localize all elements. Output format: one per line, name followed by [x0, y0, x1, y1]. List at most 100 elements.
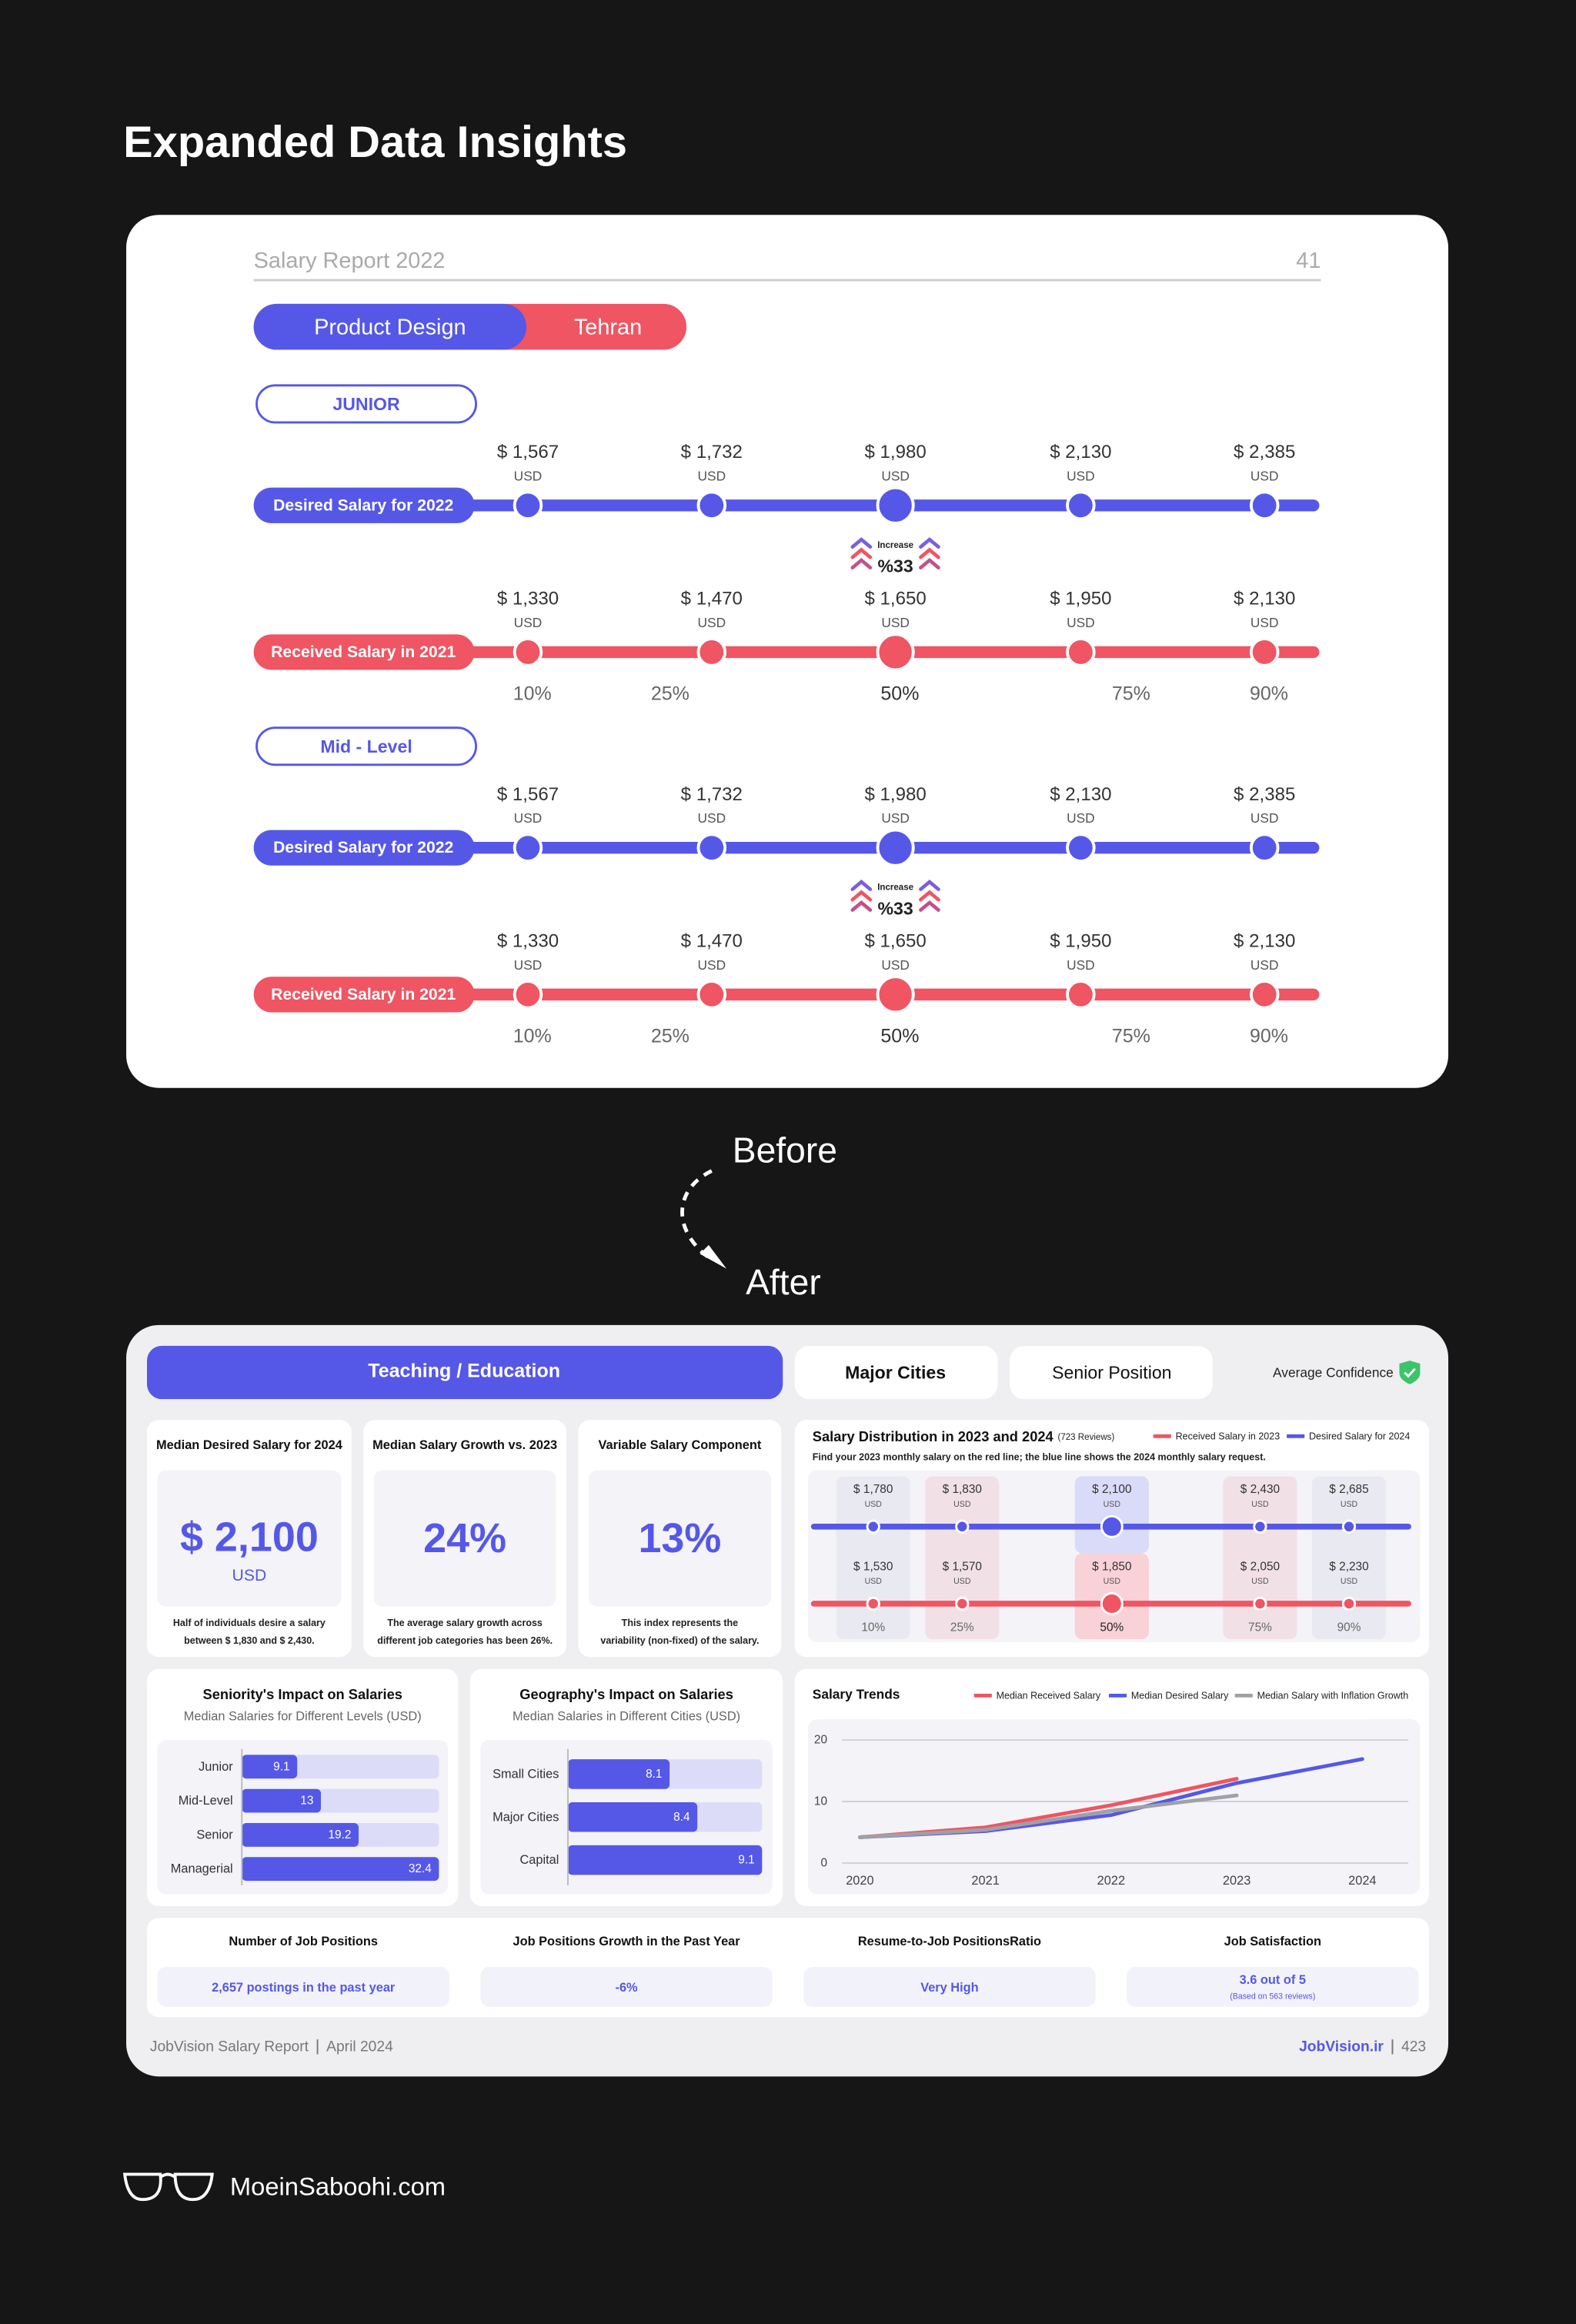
level-pill — [255, 726, 478, 766]
stat-panel — [803, 1966, 1096, 2007]
percentile-label: 10% — [513, 1025, 552, 1047]
stat-title: Resume-to-Job PositionsRatio — [858, 1935, 1041, 1948]
percentile-label: 10% — [861, 1621, 885, 1634]
increase-label: Increase — [877, 541, 913, 550]
currency-label: USD — [953, 1500, 971, 1509]
percentile-column — [1223, 1476, 1297, 1640]
percentile-label: 75% — [1248, 1621, 1272, 1634]
category-label: Capital — [519, 1853, 559, 1867]
chevron — [850, 900, 873, 912]
kpi-note: This index represents the — [622, 1618, 738, 1628]
salary-dot — [513, 637, 543, 667]
stat-note: (Based on 563 reviews) — [1230, 1992, 1315, 2001]
chevron — [850, 558, 873, 569]
salary-dot — [876, 975, 915, 1014]
percentile-label: 50% — [1100, 1621, 1124, 1634]
bar-value-label: 9.1 — [273, 1760, 289, 1773]
stat-title: Number of Job Positions — [229, 1935, 378, 1948]
salary-label: $ 1,330 — [497, 589, 559, 609]
chevron — [919, 890, 940, 902]
row-label-pill — [253, 487, 475, 523]
kpi-title: Median Salary Growth vs. 2023 — [372, 1438, 557, 1452]
row-label: Received Salary in 2021 — [271, 643, 456, 661]
legend-label: Median Received Salary — [997, 1690, 1101, 1701]
salary-dot — [1253, 1519, 1267, 1534]
increase-value: %33 — [878, 899, 913, 919]
report-title: Salary Report 2022 — [254, 249, 446, 273]
salary-label: $ 1,470 — [681, 589, 743, 609]
category-label: Small Cities — [492, 1767, 559, 1781]
row-label-pill — [253, 830, 475, 866]
currency-label: USD — [1067, 957, 1095, 973]
salary-label: $ 2,685 — [1329, 1483, 1368, 1496]
currency-label: USD — [1104, 1500, 1121, 1509]
stat-panel — [1127, 1966, 1419, 2007]
tab[interactable] — [794, 1345, 998, 1400]
salary-dot — [1066, 833, 1096, 863]
currency-label: USD — [1251, 1577, 1269, 1586]
row-label: Desired Salary for 2022 — [273, 496, 453, 514]
currency-label: USD — [698, 957, 726, 973]
row-label-pill — [253, 977, 475, 1013]
salary-dot — [513, 490, 543, 521]
currency-label: USD — [865, 1500, 883, 1509]
stat-panel — [157, 1966, 449, 2007]
currency-label: USD — [514, 810, 543, 826]
row-label-pill — [253, 634, 475, 670]
tab-active[interactable] — [146, 1345, 783, 1400]
currency-label: USD — [698, 468, 726, 483]
salary-dot — [1100, 1514, 1124, 1538]
salary-label: $ 1,330 — [497, 931, 559, 952]
currency-label: USD — [514, 468, 543, 483]
category-label: Junior — [199, 1760, 233, 1774]
salary-dot — [876, 633, 915, 672]
salary-label: $ 1,732 — [681, 784, 743, 805]
salary-dot — [1066, 490, 1096, 521]
distribution-reviews: (723 Reviews) — [1057, 1433, 1114, 1442]
percentile-label: 90% — [1337, 1621, 1361, 1634]
salary-label: $ 1,650 — [864, 931, 926, 952]
currency-label: USD — [881, 615, 910, 630]
tab[interactable] — [1009, 1345, 1213, 1400]
currency-label: USD — [1104, 1577, 1121, 1586]
salary-dot — [1100, 1592, 1124, 1615]
stat-panel — [480, 1966, 773, 2007]
chevron — [919, 900, 940, 912]
salary-label: $ 2,130 — [1050, 784, 1111, 805]
salary-dot — [955, 1596, 970, 1611]
chevron — [919, 879, 940, 891]
kpi-unit: USD — [232, 1567, 267, 1584]
salary-label: $ 1,470 — [681, 931, 743, 952]
percentile-column — [836, 1476, 910, 1640]
bar-value-label: 19.2 — [328, 1828, 351, 1842]
kpi-value: 13% — [638, 1515, 721, 1561]
salary-dot — [1341, 1519, 1357, 1534]
row-label: Desired Salary for 2022 — [273, 839, 453, 856]
stats-card — [146, 1918, 1430, 2018]
salary-dot — [1066, 637, 1096, 667]
distribution-subtitle: Find your 2023 monthly salary on the red… — [813, 1451, 1266, 1462]
percentile-label: 10% — [513, 683, 552, 704]
chart-subtitle: Median Salaries in Different Cities (USD… — [513, 1709, 740, 1723]
chevron — [850, 537, 873, 549]
currency-label: USD — [514, 957, 543, 973]
currency-label: USD — [881, 468, 910, 483]
chevron — [850, 890, 873, 902]
salary-dot — [513, 833, 543, 863]
salary-label: $ 1,980 — [864, 442, 926, 462]
legend-label: Median Desired Salary — [1131, 1690, 1229, 1701]
percentile-label: 25% — [950, 1621, 974, 1634]
footer-page: 423 — [1401, 2039, 1426, 2055]
currency-label: USD — [1250, 957, 1279, 973]
salary-label: $ 1,950 — [1050, 589, 1111, 609]
bar-value-label: 32.4 — [409, 1862, 432, 1875]
tab-active[interactable] — [253, 303, 527, 350]
chart-title: Salary Trends — [813, 1686, 900, 1701]
category-label: Major Cities — [492, 1810, 559, 1824]
kpi-value: 24% — [423, 1515, 506, 1561]
salary-label: $ 2,385 — [1234, 784, 1295, 805]
salary-dot — [876, 828, 915, 867]
x-tick-label: 2024 — [1348, 1874, 1376, 1888]
salary-label: $ 2,130 — [1234, 931, 1295, 952]
